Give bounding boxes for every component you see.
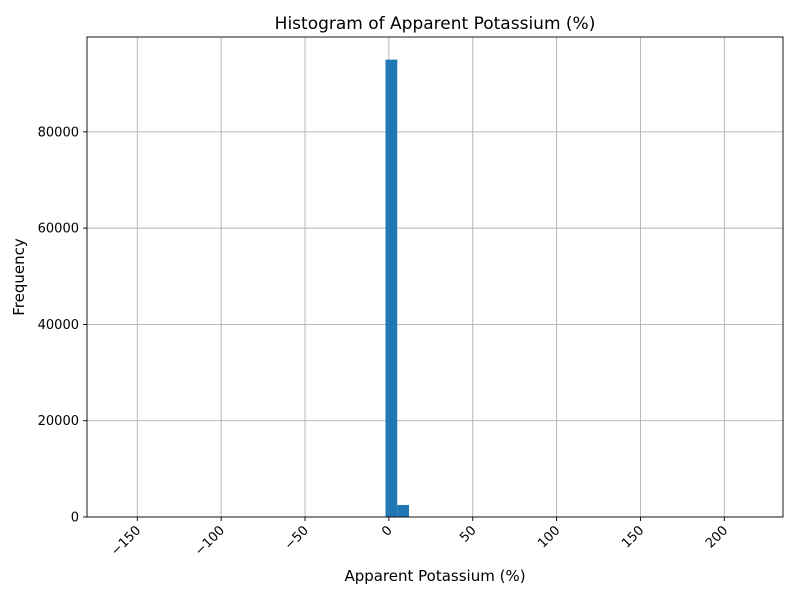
y-tick-label: 80000	[38, 125, 79, 140]
y-tick-label: 0	[71, 511, 79, 526]
histogram-bars	[385, 59, 410, 518]
y-tick-label: 40000	[38, 318, 79, 333]
histogram-bar	[385, 59, 389, 518]
histogram-bar	[397, 504, 410, 517]
chart-title: Histogram of Apparent Potassium (%)	[275, 14, 596, 34]
y-tick-label: 60000	[38, 222, 79, 237]
plot-area-frame	[86, 36, 784, 518]
y-axis-label: Frequency	[10, 238, 28, 316]
y-tick-label: 20000	[38, 414, 79, 429]
histogram-bar	[388, 59, 398, 518]
x-axis-label: Apparent Potassium (%)	[344, 567, 525, 585]
